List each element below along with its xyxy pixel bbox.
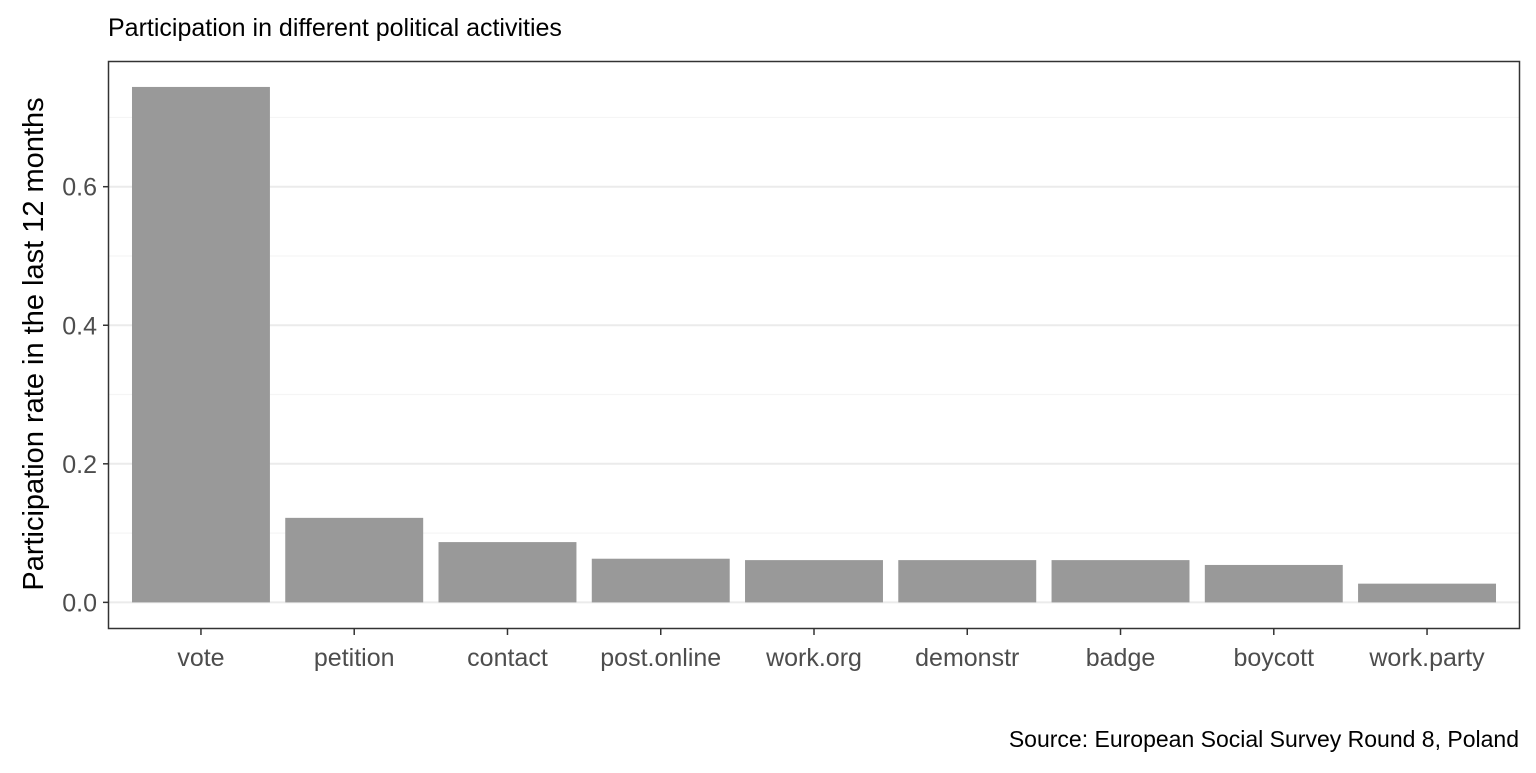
x-tick-label: petition bbox=[314, 644, 395, 672]
bars bbox=[131, 86, 1497, 603]
x-tick-label: contact bbox=[467, 644, 548, 672]
x-tick-label: demonstr bbox=[915, 644, 1019, 672]
y-tick-label: 0.0 bbox=[62, 589, 97, 617]
y-tick-label: 0.6 bbox=[62, 174, 97, 202]
y-tick-label: 0.4 bbox=[62, 312, 97, 340]
y-tick-label: 0.2 bbox=[62, 451, 97, 479]
chart-caption: Source: European Social Survey Round 8, … bbox=[1009, 726, 1519, 752]
x-axis: vote petition contact post.online work.org de… bbox=[177, 628, 1485, 672]
bar-post-online bbox=[591, 558, 730, 603]
x-tick-label: vote bbox=[177, 644, 224, 672]
y-axis-label: Participation rate in the last 12 months bbox=[18, 97, 50, 590]
bar-work-party bbox=[1358, 583, 1497, 603]
bar-work-org bbox=[745, 560, 883, 603]
x-tick-label: post.online bbox=[600, 644, 721, 672]
bar-petition bbox=[285, 517, 424, 603]
x-tick-label: work.party bbox=[1368, 644, 1485, 672]
chart-title: Participation in different political act… bbox=[108, 14, 562, 42]
bar-badge bbox=[1051, 560, 1190, 603]
bar-demonstr bbox=[898, 560, 1037, 603]
bar-vote bbox=[131, 86, 270, 603]
y-axis: 0.0 0.2 0.4 0.6 bbox=[62, 174, 109, 617]
bar-boycott bbox=[1204, 564, 1343, 603]
x-tick-label: badge bbox=[1086, 644, 1156, 672]
x-tick-label: boycott bbox=[1233, 644, 1314, 672]
bar-contact bbox=[438, 542, 577, 603]
x-tick-label: work.org bbox=[765, 644, 862, 672]
